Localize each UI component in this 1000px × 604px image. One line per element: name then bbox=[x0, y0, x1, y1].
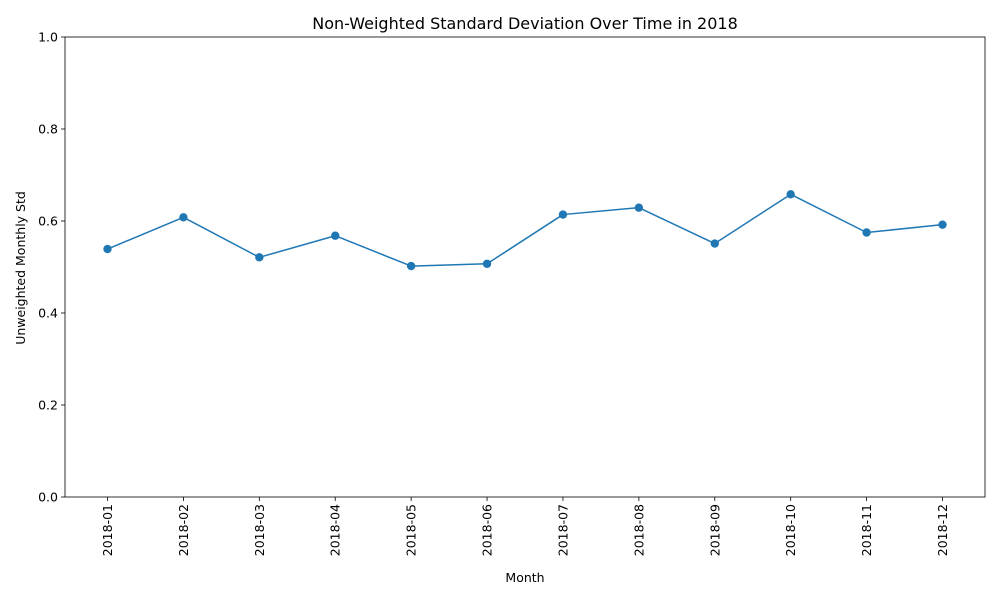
x-tick-label: 2018-01 bbox=[100, 504, 115, 556]
x-tick-label: 2018-07 bbox=[555, 504, 570, 556]
x-tick-label: 2018-06 bbox=[480, 504, 495, 556]
x-tick-label: 2018-05 bbox=[404, 504, 419, 556]
data-point bbox=[103, 244, 112, 254]
x-tick-label: 2018-10 bbox=[783, 504, 798, 556]
x-tick-label: 2018-11 bbox=[859, 504, 874, 556]
x-tick-label: 2018-02 bbox=[176, 504, 191, 556]
y-tick-label: 1.0 bbox=[38, 30, 58, 45]
data-point bbox=[862, 228, 871, 237]
x-tick-label: 2018-04 bbox=[328, 504, 343, 556]
x-tick-label: 2018-08 bbox=[631, 504, 646, 556]
plot-frame bbox=[64, 36, 986, 498]
data-point bbox=[331, 231, 340, 240]
y-tick-label: 0.8 bbox=[38, 122, 58, 137]
data-point bbox=[786, 190, 795, 199]
y-tick-label: 0.2 bbox=[38, 398, 58, 413]
x-tick-label: 2018-12 bbox=[935, 504, 950, 556]
data-point bbox=[634, 203, 644, 212]
x-tick-label: 2018-03 bbox=[252, 504, 267, 556]
data-point bbox=[558, 210, 568, 219]
x-axis-label: Month bbox=[505, 570, 544, 585]
data-point bbox=[938, 220, 947, 229]
y-axis-label: Unweighted Monthly Std bbox=[13, 191, 28, 345]
series-line bbox=[107, 193, 943, 267]
data-point bbox=[179, 213, 188, 222]
y-tick-label: 0.4 bbox=[38, 306, 58, 321]
plot-area: 0.0 0.2 0.4 0.6 0.8 1.0 2018-01 2018-02 2018-03 2… bbox=[38, 30, 986, 556]
y-tick-label: 0.0 bbox=[38, 490, 58, 505]
data-point bbox=[406, 261, 416, 271]
chart-title: Non-Weighted Standard Deviation Over Tim… bbox=[312, 14, 738, 33]
x-tick-label: 2018-09 bbox=[707, 504, 722, 556]
y-tick-label: 0.6 bbox=[38, 214, 58, 229]
data-point bbox=[710, 239, 719, 248]
data-point bbox=[255, 253, 264, 262]
data-point bbox=[482, 259, 492, 268]
